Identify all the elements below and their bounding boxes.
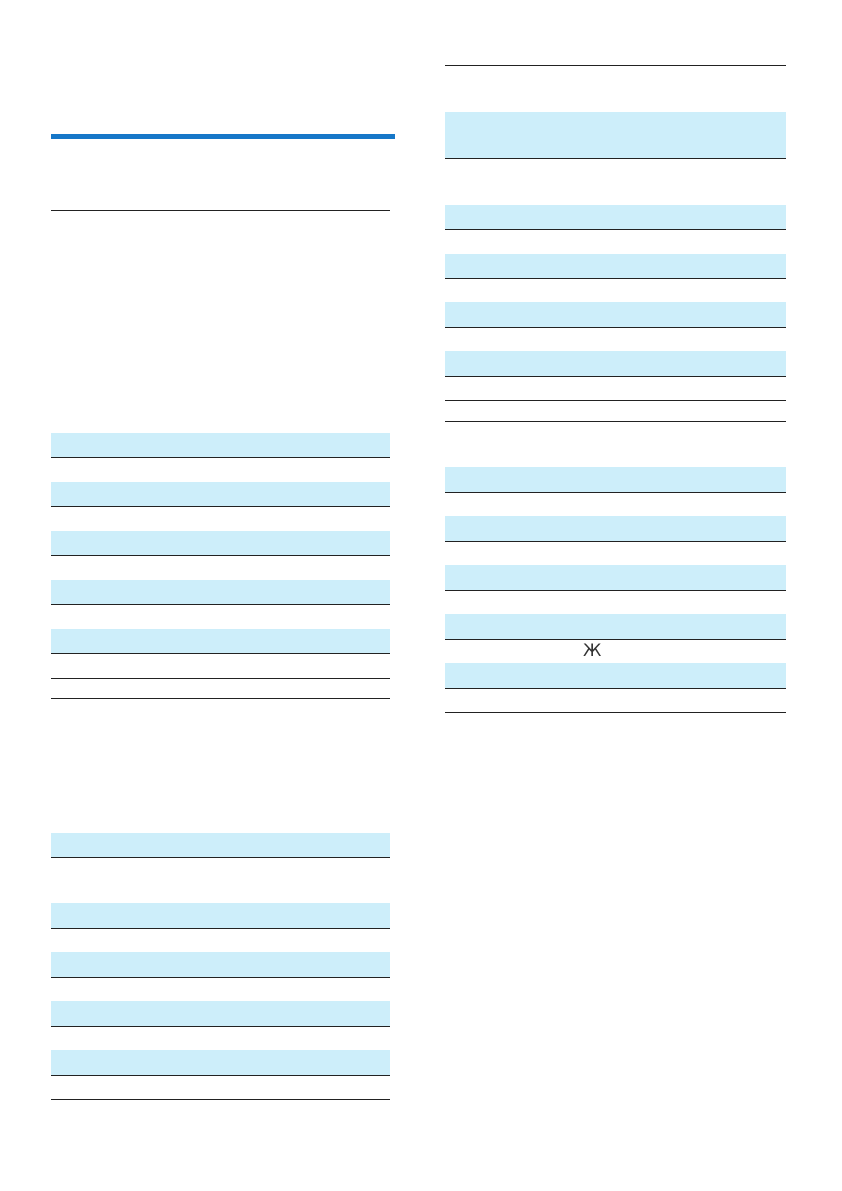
table-row (51, 580, 390, 605)
table-row (445, 158, 786, 206)
table-row (445, 688, 786, 713)
table-row (51, 629, 390, 654)
table-row (51, 506, 390, 532)
table-row (51, 1026, 390, 1051)
table-row (51, 604, 390, 630)
table-row (445, 351, 786, 377)
table-row (445, 376, 786, 401)
table-row (445, 565, 786, 591)
table-row (445, 254, 786, 279)
table-row (51, 531, 390, 556)
table-row (445, 278, 786, 303)
table-row (445, 516, 786, 542)
table-row (445, 205, 786, 230)
table-top-border (445, 65, 786, 66)
table-row (51, 1050, 390, 1076)
table-row (51, 903, 390, 929)
table-row (51, 857, 390, 904)
table-top-border (51, 210, 390, 211)
table-row (445, 663, 786, 689)
table-row (51, 928, 390, 953)
table-row (445, 492, 786, 517)
table-row (445, 400, 786, 422)
table-row (51, 653, 390, 679)
table-row (445, 302, 786, 328)
table-row (51, 1001, 390, 1027)
table-row (445, 112, 786, 159)
table-row (51, 210, 390, 434)
table-row (445, 421, 786, 468)
table-row (445, 541, 786, 566)
table-row (445, 327, 786, 352)
table-row (51, 457, 390, 483)
table-row (51, 977, 390, 1002)
table-row: Ж (445, 639, 786, 664)
symbol-glyph: Ж (583, 641, 602, 661)
table-row (51, 833, 390, 858)
section-heading-rule (51, 134, 395, 139)
table-row (445, 467, 786, 493)
table-row (445, 614, 786, 640)
table-row (51, 433, 390, 458)
table-row (51, 678, 390, 699)
table-row (445, 229, 786, 255)
table-row (51, 952, 390, 978)
table-row (445, 65, 786, 113)
table-row (445, 590, 786, 615)
table-row (51, 555, 390, 581)
table-row (51, 482, 390, 507)
table-row (51, 1075, 390, 1100)
